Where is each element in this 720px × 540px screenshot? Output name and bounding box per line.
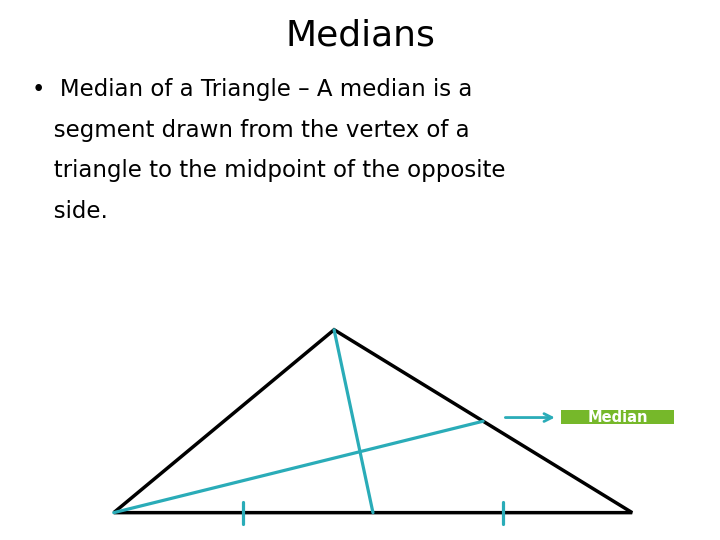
Text: side.: side. (32, 200, 108, 223)
Text: triangle to the midpoint of the opposite: triangle to the midpoint of the opposite (32, 159, 506, 183)
Text: Median: Median (588, 409, 648, 424)
Text: segment drawn from the vertex of a: segment drawn from the vertex of a (32, 119, 470, 142)
Text: Medians: Medians (285, 19, 435, 53)
FancyBboxPatch shape (561, 410, 675, 424)
Text: •  Median of a Triangle – A median is a: • Median of a Triangle – A median is a (32, 78, 473, 102)
